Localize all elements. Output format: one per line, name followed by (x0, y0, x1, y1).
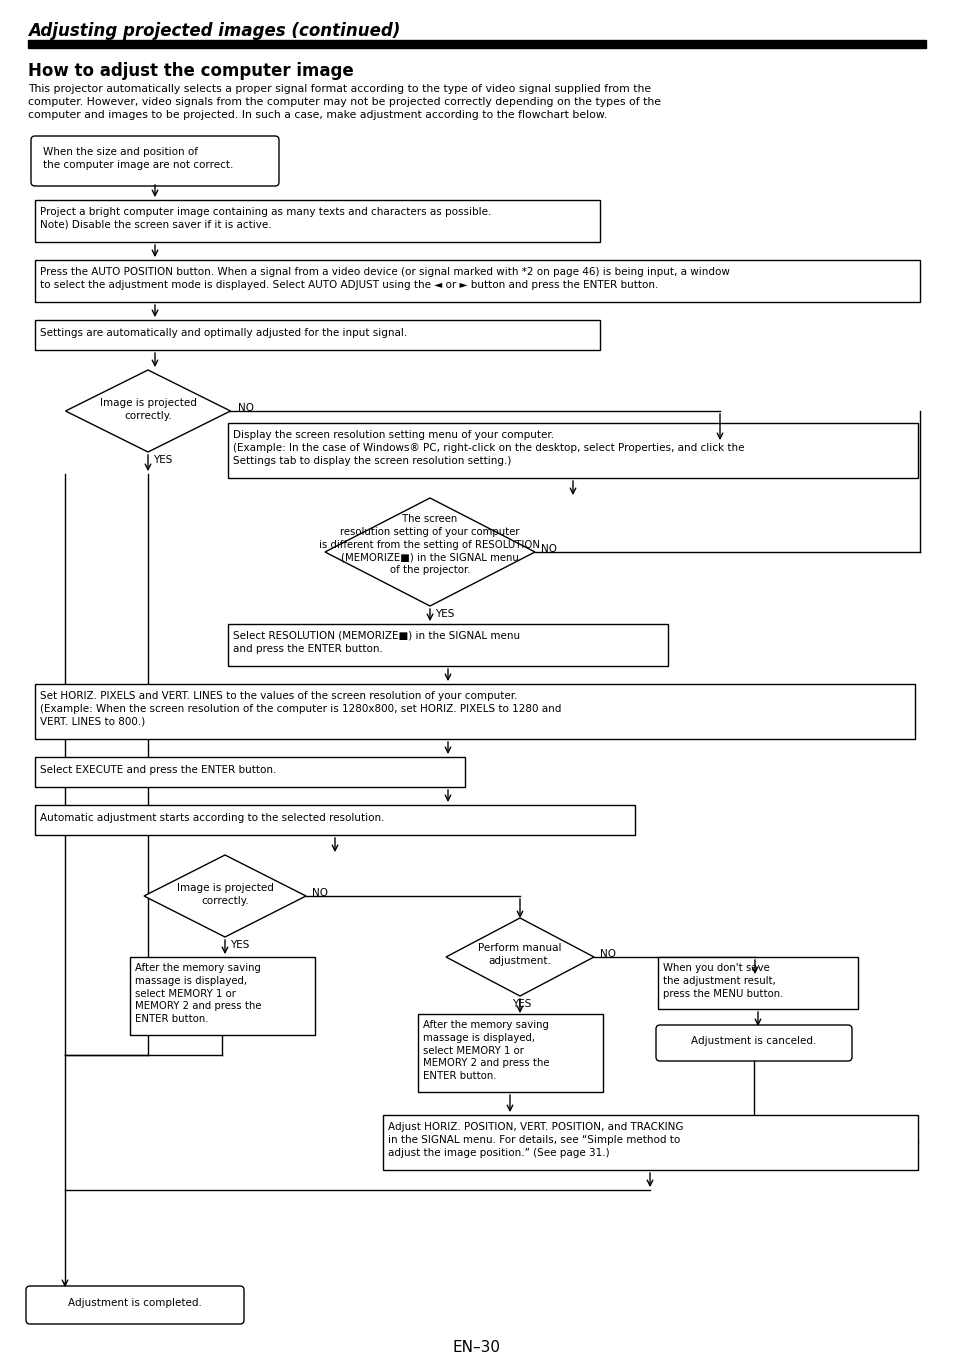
Bar (417, 1014, 602, 1092)
Text: After the memory saving
massage is displayed,
select MEMORY 1 or
MEMORY 2 and pr: After the memory saving massage is displ… (422, 1019, 549, 1082)
Polygon shape (325, 498, 535, 606)
Text: Automatic adjustment starts according to the selected resolution.: Automatic adjustment starts according to… (40, 813, 384, 823)
Bar (35, 757, 464, 787)
Bar (28, 41, 925, 49)
Text: NO: NO (540, 544, 557, 554)
Text: EN–30: EN–30 (453, 1340, 500, 1352)
Text: Adjust HORIZ. POSITION, VERT. POSITION, and TRACKING
in the SIGNAL menu. For det: Adjust HORIZ. POSITION, VERT. POSITION, … (388, 1122, 682, 1157)
Text: Perform manual
adjustment.: Perform manual adjustment. (477, 942, 561, 965)
Polygon shape (66, 370, 231, 452)
Bar (35, 200, 599, 242)
Text: Image is projected
correctly.: Image is projected correctly. (99, 397, 196, 420)
Text: Settings are automatically and optimally adjusted for the input signal.: Settings are automatically and optimally… (40, 329, 407, 338)
Text: NO: NO (599, 949, 616, 959)
Text: NO: NO (237, 403, 253, 412)
Text: When the size and position of
the computer image are not correct.: When the size and position of the comput… (43, 147, 233, 170)
Bar (658, 957, 857, 1009)
Text: How to adjust the computer image: How to adjust the computer image (28, 62, 354, 80)
Text: Press the AUTO POSITION button. When a signal from a video device (or signal mar: Press the AUTO POSITION button. When a s… (40, 266, 729, 289)
Bar (35, 320, 599, 350)
FancyBboxPatch shape (30, 137, 278, 187)
Text: Adjustment is canceled.: Adjustment is canceled. (691, 1036, 816, 1046)
Bar (228, 625, 667, 667)
Bar (130, 957, 314, 1036)
Text: The screen
resolution setting of your computer
is different from the setting of : The screen resolution setting of your co… (319, 514, 540, 575)
Bar (228, 423, 917, 479)
Text: YES: YES (152, 456, 172, 465)
Text: Image is projected
correctly.: Image is projected correctly. (176, 883, 274, 906)
Bar (35, 260, 919, 301)
Text: YES: YES (512, 999, 531, 1009)
Text: After the memory saving
massage is displayed,
select MEMORY 1 or
MEMORY 2 and pr: After the memory saving massage is displ… (135, 963, 261, 1025)
Text: Select EXECUTE and press the ENTER button.: Select EXECUTE and press the ENTER butto… (40, 765, 276, 775)
Bar (35, 684, 914, 740)
Text: This projector automatically selects a proper signal format according to the typ: This projector automatically selects a p… (28, 84, 660, 120)
FancyBboxPatch shape (26, 1286, 244, 1324)
Polygon shape (144, 854, 306, 937)
Polygon shape (446, 918, 594, 996)
Text: Set HORIZ. PIXELS and VERT. LINES to the values of the screen resolution of your: Set HORIZ. PIXELS and VERT. LINES to the… (40, 691, 560, 726)
Text: YES: YES (230, 940, 249, 950)
Text: Select RESOLUTION (MEMORIZE■) in the SIGNAL menu
and press the ENTER button.: Select RESOLUTION (MEMORIZE■) in the SIG… (233, 631, 519, 654)
Text: When you don't save
the adjustment result,
press the MENU button.: When you don't save the adjustment resul… (662, 963, 782, 999)
Text: YES: YES (435, 608, 454, 619)
Text: NO: NO (312, 888, 328, 898)
Text: Project a bright computer image containing as many texts and characters as possi: Project a bright computer image containi… (40, 207, 491, 230)
Bar (382, 1115, 917, 1169)
Text: Display the screen resolution setting menu of your computer.
(Example: In the ca: Display the screen resolution setting me… (233, 430, 743, 465)
Bar (35, 804, 635, 836)
FancyBboxPatch shape (656, 1025, 851, 1061)
Text: Adjustment is completed.: Adjustment is completed. (68, 1298, 202, 1307)
Text: Adjusting projected images (continued): Adjusting projected images (continued) (28, 22, 400, 41)
